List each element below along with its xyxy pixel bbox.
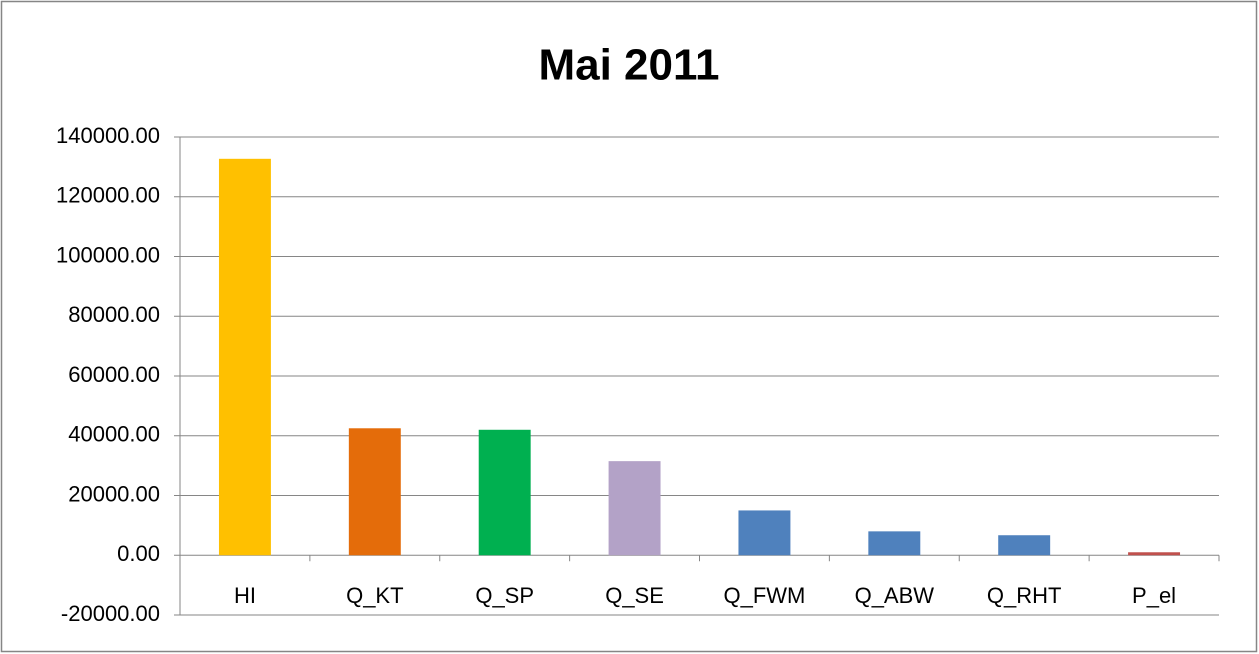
- y-tick-label: -20000.00: [61, 601, 160, 626]
- x-tick-label: Q_SP: [475, 583, 534, 608]
- y-tick-label: 0.00: [117, 541, 160, 566]
- x-tick-label: HI: [234, 583, 256, 608]
- bar: [608, 461, 661, 556]
- bar: [348, 428, 401, 556]
- bar: [478, 429, 531, 556]
- y-tick-label: 60000.00: [68, 362, 160, 387]
- x-tick-label: Q_SE: [605, 583, 664, 608]
- y-tick-label: 20000.00: [68, 481, 160, 506]
- y-tick-label: 80000.00: [68, 302, 160, 327]
- bar: [998, 535, 1051, 556]
- y-tick-label: 40000.00: [68, 422, 160, 447]
- x-tick-label: Q_RHT: [987, 583, 1062, 608]
- bar: [738, 510, 791, 556]
- x-tick-label: Q_FWM: [723, 583, 805, 608]
- chart-title: Mai 2011: [538, 41, 719, 90]
- bar: [1128, 552, 1181, 556]
- x-tick-label: Q_ABW: [855, 583, 935, 608]
- bar: [218, 158, 271, 556]
- y-tick-label: 140000.00: [56, 123, 160, 148]
- y-tick-label: 100000.00: [56, 242, 160, 267]
- x-tick-label: Q_KT: [346, 583, 403, 608]
- x-tick-label: P_el: [1132, 583, 1176, 608]
- bar: [868, 531, 921, 556]
- y-tick-label: 120000.00: [56, 183, 160, 208]
